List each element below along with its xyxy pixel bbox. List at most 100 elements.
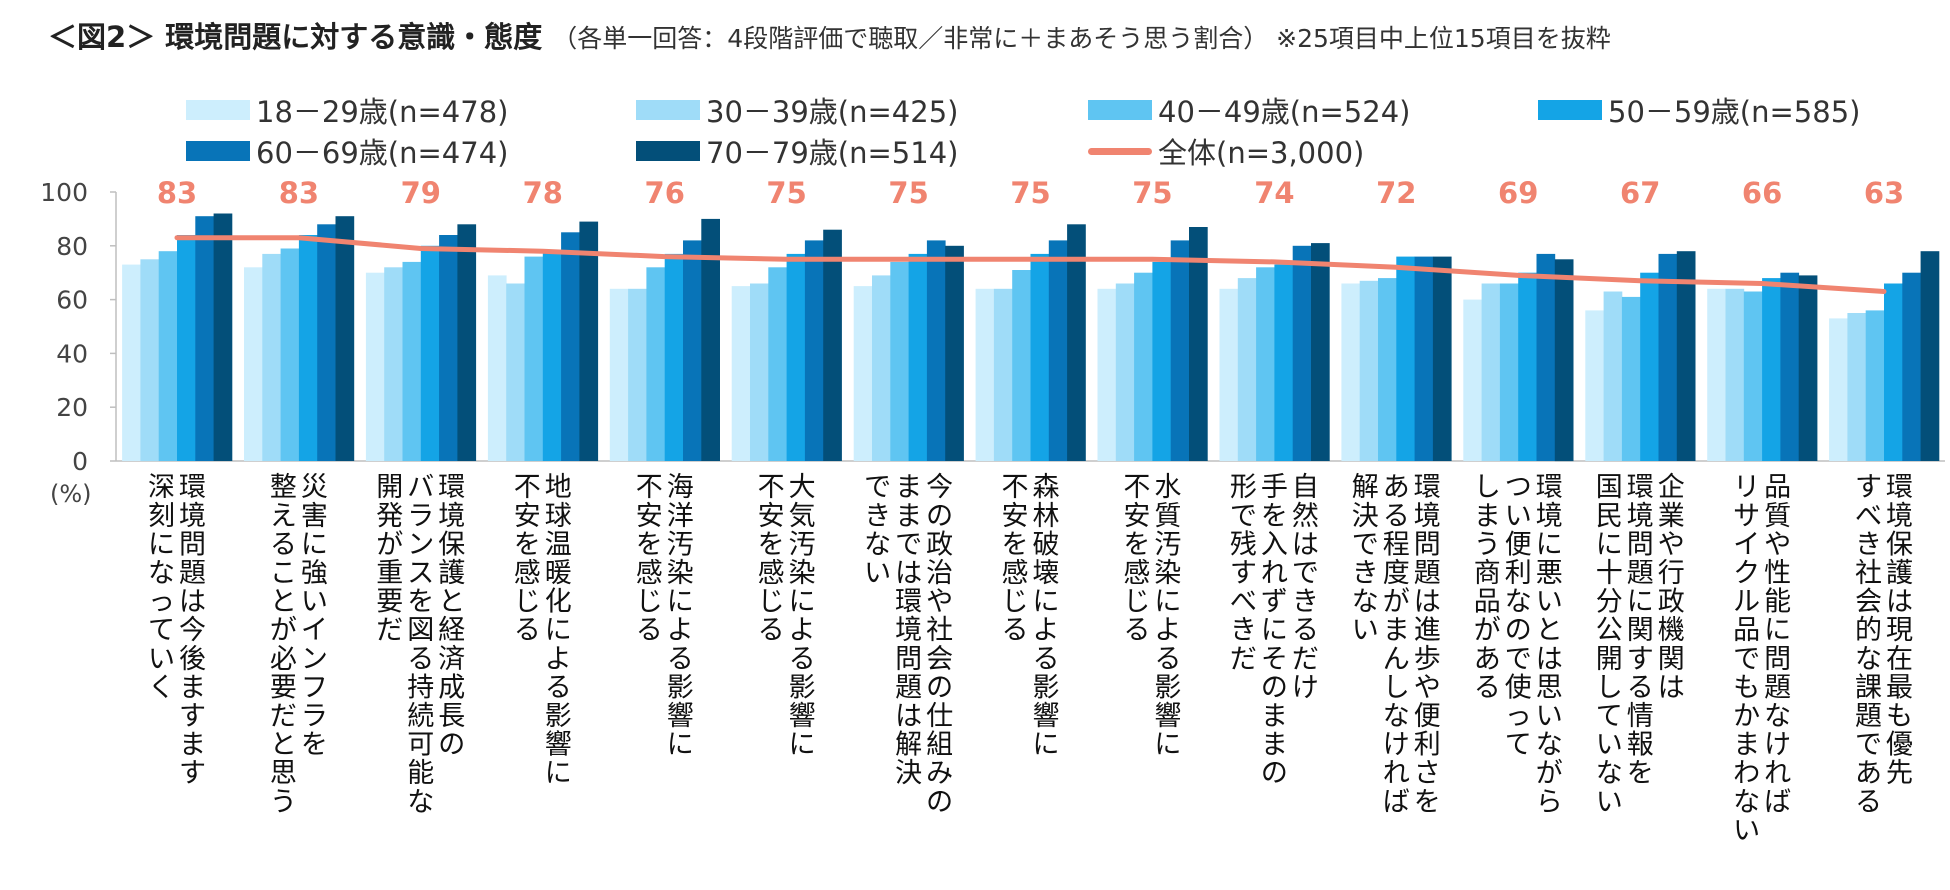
category-label-char: 汚 (789, 529, 816, 560)
category-label-char: 問 (895, 644, 922, 675)
category-label-char: な (407, 787, 434, 818)
bar (1884, 283, 1903, 461)
category-label-char: 響 (667, 701, 694, 732)
category-label-char: い (1596, 730, 1623, 761)
bar (804, 240, 824, 461)
category-label-char: 環 (895, 587, 922, 618)
category-label-char: 思 (270, 758, 297, 789)
bar (1432, 256, 1452, 461)
category-label-char: 先 (1886, 758, 1913, 789)
category-label-char: え (270, 501, 297, 532)
category-label-char: や (926, 587, 953, 618)
category-label-char: に (148, 529, 175, 560)
category-label-char: 政 (1658, 587, 1685, 618)
category-label-char: 影 (1033, 672, 1060, 703)
category-label-char: 護 (1886, 558, 1913, 589)
y-tick-label: 0 (72, 447, 88, 476)
category-label-char: 持 (407, 672, 434, 703)
bar (1536, 253, 1556, 461)
category-label-char: 安 (758, 501, 785, 532)
category-label-char: 深 (148, 472, 175, 503)
category-label-char: を (1123, 529, 1150, 560)
category-label-char: 会 (1855, 587, 1882, 618)
legend-swatch-30-39 (636, 100, 700, 120)
bar (1396, 256, 1415, 461)
category-label-char: 不 (1002, 472, 1029, 503)
bar (1067, 224, 1086, 461)
category-label-char: 温 (545, 529, 572, 560)
category-label-char: べ (1230, 587, 1257, 618)
category-label-char: 悪 (1536, 558, 1563, 589)
bar (975, 288, 995, 461)
category-label-char: 保 (438, 529, 465, 560)
legend-item-50-59: 50－59歳(n=585) (1538, 89, 1860, 131)
category-label-char: 環 (179, 472, 206, 503)
bar (1170, 240, 1190, 461)
category-label-char: を (636, 529, 663, 560)
category-label-char: 品 (1764, 472, 1791, 503)
bar (420, 245, 440, 461)
category-label-char: を (758, 529, 785, 560)
category-label-char: を (514, 529, 541, 560)
category-label-char: 響 (1154, 701, 1181, 732)
category-label-char: ス (407, 558, 434, 589)
category-label-char: 害 (301, 501, 328, 532)
category-label-char: ま (1261, 701, 1288, 732)
category-label-char: の (926, 501, 953, 532)
category-label-char: 強 (301, 558, 328, 589)
category-label-char: に (301, 529, 328, 560)
category-label-char: 関 (1658, 644, 1685, 675)
legend-item-30-39: 30－39歳(n=425) (636, 89, 958, 131)
category-label-char: 水 (1154, 472, 1181, 503)
category-label-char: 開 (376, 472, 403, 503)
category-label-char: 海 (667, 472, 694, 503)
category-label-char: 機 (1658, 615, 1685, 646)
category-label-char: に (1764, 615, 1791, 646)
category-label-char: ン (301, 644, 328, 675)
category-label-char: き (864, 501, 891, 532)
category-label-char: 性 (1764, 558, 1791, 589)
bar (926, 240, 946, 461)
category-label-char: る (1383, 501, 1410, 532)
bar (1219, 288, 1239, 461)
bar (1585, 310, 1604, 461)
bar (122, 264, 141, 461)
y-tick-label: 60 (56, 286, 88, 315)
bar (262, 253, 281, 461)
category-label-char: 組 (926, 730, 953, 761)
bar (439, 235, 458, 461)
category-label-char: 進 (1414, 615, 1441, 646)
bar (908, 253, 928, 461)
category-label-char: 不 (514, 472, 541, 503)
bar (365, 272, 385, 461)
category-label-char: す (179, 701, 206, 732)
category-label-char: 響 (1033, 701, 1060, 732)
category-label-char: み (926, 758, 953, 789)
category-label-char: に (545, 758, 572, 789)
category-label-char: 在 (1886, 644, 1913, 675)
category-label-char: ば (1764, 787, 1791, 818)
category-label-char: な (864, 529, 891, 560)
category-label-char: を (1261, 501, 1288, 532)
bar (140, 259, 160, 462)
category-label-char: 題 (1414, 558, 1441, 589)
category-label-char: や (1414, 672, 1441, 703)
bar (1237, 278, 1257, 461)
category-label-char: う (1474, 529, 1501, 560)
category-label-char: 続 (407, 701, 434, 732)
category-label-char: ま (179, 730, 206, 761)
category-label-char: は (1536, 644, 1563, 675)
category-label-char: す (1230, 558, 1257, 589)
category-label-char: 報 (1627, 730, 1654, 761)
bar (750, 283, 769, 461)
category-label-char: 影 (545, 701, 572, 732)
bar (1621, 296, 1641, 461)
bar (1030, 253, 1050, 461)
category-label-char: ま (1383, 615, 1410, 646)
category-label-char: 決 (895, 758, 922, 789)
category-label-char: や (1764, 529, 1791, 560)
bar (664, 253, 684, 461)
category-label-char: 程 (1383, 529, 1410, 560)
category-label-char: の (926, 787, 953, 818)
